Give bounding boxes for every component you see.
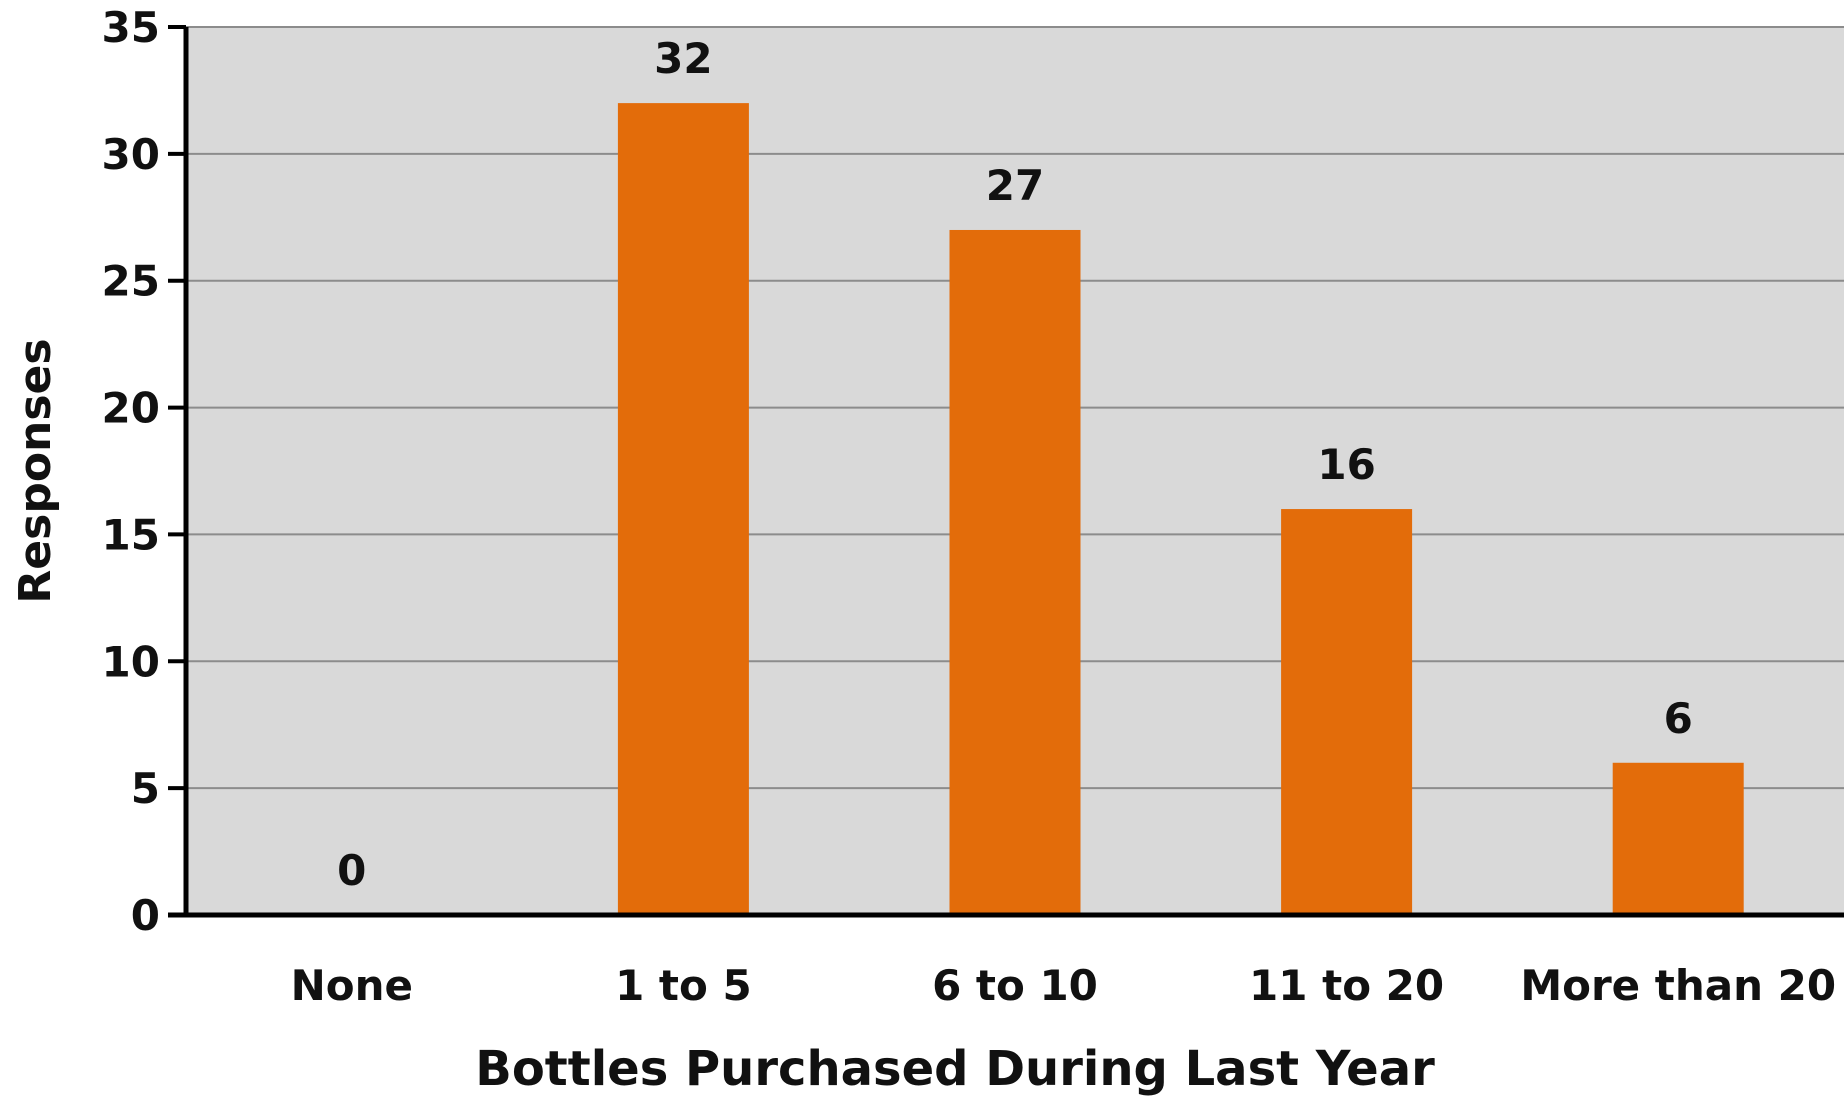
x-tick-label: 11 to 20 [1249,961,1444,1010]
x-tick-label: 1 to 5 [615,961,752,1010]
x-tick-label: None [291,961,413,1010]
y-axis-title: Responses [10,338,61,603]
y-tick-label: 25 [102,257,160,306]
y-tick-label: 20 [102,384,160,433]
y-tick-label: 30 [102,130,160,179]
bar [617,103,749,916]
y-tick-label: 15 [102,510,160,559]
y-tick-label: 0 [131,891,160,940]
bar [1281,509,1413,915]
y-tick-label: 10 [102,637,160,686]
x-tick-label: More than 20 [1520,961,1836,1010]
y-tick-label: 35 [102,3,160,52]
data-label: 0 [337,846,366,895]
x-axis-title: Bottles Purchased During Last Year [475,1041,1435,1096]
x-tick-label: 6 to 10 [932,961,1098,1010]
data-label: 16 [1317,440,1375,489]
data-label: 27 [986,161,1044,210]
bar [1612,762,1744,915]
data-label: 6 [1664,694,1693,743]
data-label: 32 [654,34,712,83]
y-tick-label: 5 [131,764,160,813]
bar [949,229,1081,915]
